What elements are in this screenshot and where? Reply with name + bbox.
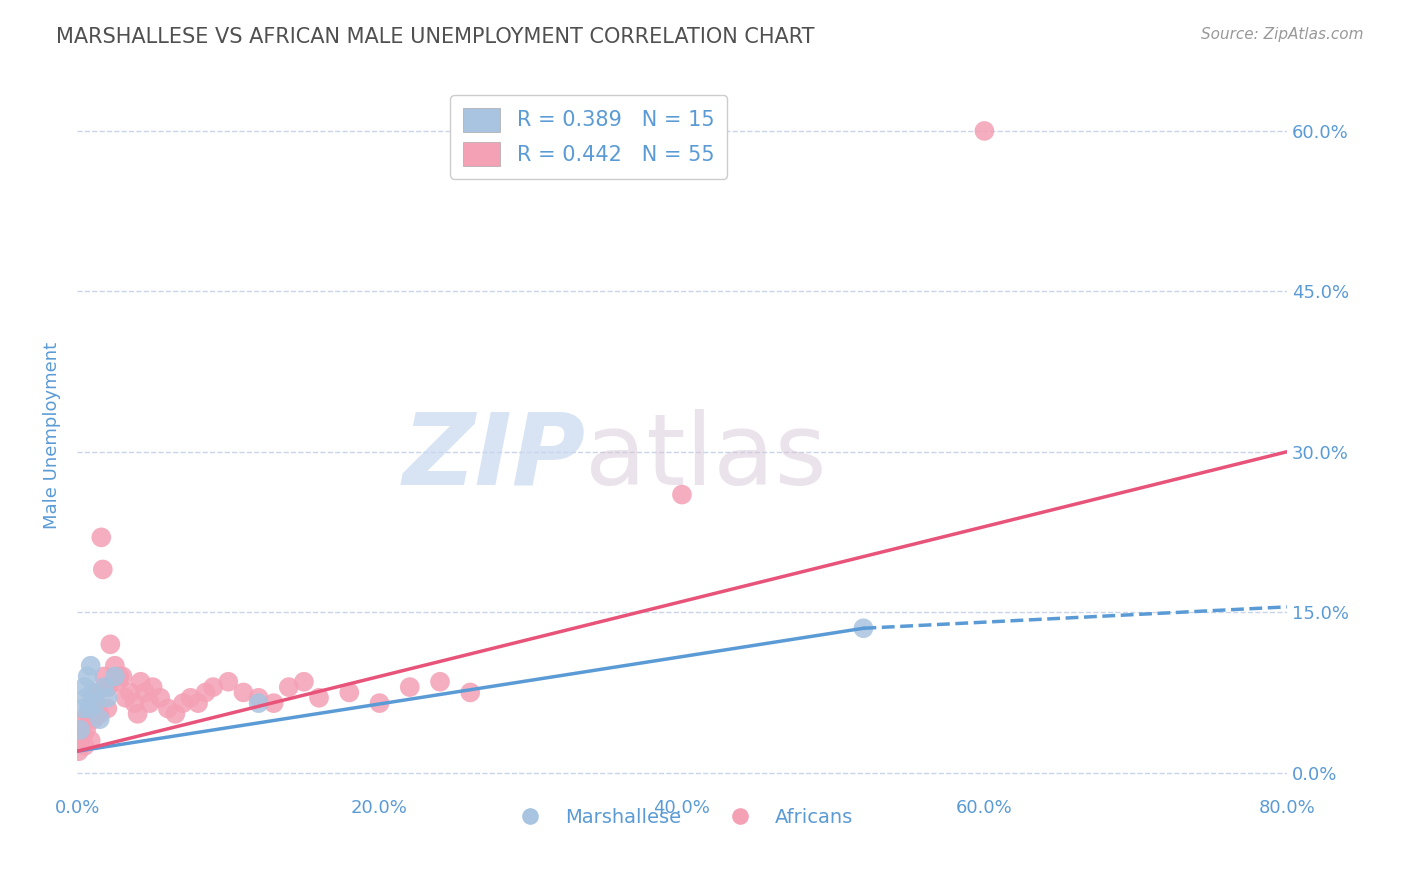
Point xyxy=(202,680,225,694)
Text: Source: ZipAtlas.com: Source: ZipAtlas.com xyxy=(1201,27,1364,42)
Point xyxy=(107,674,129,689)
Point xyxy=(247,696,270,710)
Point xyxy=(179,690,201,705)
Point xyxy=(247,690,270,705)
Point xyxy=(75,723,97,737)
Point xyxy=(69,733,91,747)
Point xyxy=(368,696,391,710)
Point xyxy=(70,723,93,737)
Point xyxy=(114,690,136,705)
Legend: Marshallese, Africans: Marshallese, Africans xyxy=(503,800,860,835)
Point xyxy=(458,685,481,699)
Point xyxy=(76,669,98,683)
Point xyxy=(77,701,100,715)
Point xyxy=(127,706,149,721)
Point xyxy=(671,487,693,501)
Point xyxy=(187,696,209,710)
Point xyxy=(98,637,121,651)
Point xyxy=(69,723,91,737)
Point xyxy=(165,706,187,721)
Point xyxy=(277,680,299,694)
Point xyxy=(72,701,94,715)
Point xyxy=(142,680,165,694)
Point xyxy=(89,706,111,721)
Point xyxy=(337,685,360,699)
Y-axis label: Male Unemployment: Male Unemployment xyxy=(44,343,60,529)
Point xyxy=(172,696,194,710)
Point xyxy=(75,690,97,705)
Point xyxy=(93,669,115,683)
Point xyxy=(67,744,90,758)
Point xyxy=(292,674,315,689)
Point xyxy=(96,701,118,715)
Point xyxy=(108,669,131,683)
Point xyxy=(232,685,254,699)
Point xyxy=(263,696,285,710)
Point xyxy=(429,674,451,689)
Point xyxy=(90,530,112,544)
Point xyxy=(111,669,134,683)
Point xyxy=(149,690,172,705)
Text: atlas: atlas xyxy=(585,409,827,506)
Point xyxy=(138,696,160,710)
Point xyxy=(89,712,111,726)
Point xyxy=(973,124,995,138)
Point xyxy=(73,712,96,726)
Text: ZIP: ZIP xyxy=(402,409,585,506)
Point xyxy=(80,658,103,673)
Point xyxy=(118,685,141,699)
Point xyxy=(77,701,100,715)
Point xyxy=(91,562,114,576)
Point xyxy=(72,728,94,742)
Point xyxy=(156,701,179,715)
Point xyxy=(83,712,105,726)
Point xyxy=(134,685,156,699)
Point xyxy=(73,739,96,753)
Point xyxy=(93,680,115,694)
Point xyxy=(96,690,118,705)
Point xyxy=(129,674,152,689)
Point xyxy=(217,674,239,689)
Point xyxy=(194,685,217,699)
Point xyxy=(82,690,104,705)
Point xyxy=(852,621,875,635)
Point xyxy=(84,696,107,710)
Point xyxy=(104,669,127,683)
Point xyxy=(308,690,330,705)
Text: MARSHALLESE VS AFRICAN MALE UNEMPLOYMENT CORRELATION CHART: MARSHALLESE VS AFRICAN MALE UNEMPLOYMENT… xyxy=(56,27,814,46)
Point xyxy=(82,685,104,699)
Point xyxy=(76,706,98,721)
Point xyxy=(97,680,120,694)
Point xyxy=(104,658,127,673)
Point xyxy=(398,680,420,694)
Point xyxy=(80,733,103,747)
Point xyxy=(124,696,146,710)
Point xyxy=(84,696,107,710)
Point xyxy=(86,685,108,699)
Point xyxy=(73,680,96,694)
